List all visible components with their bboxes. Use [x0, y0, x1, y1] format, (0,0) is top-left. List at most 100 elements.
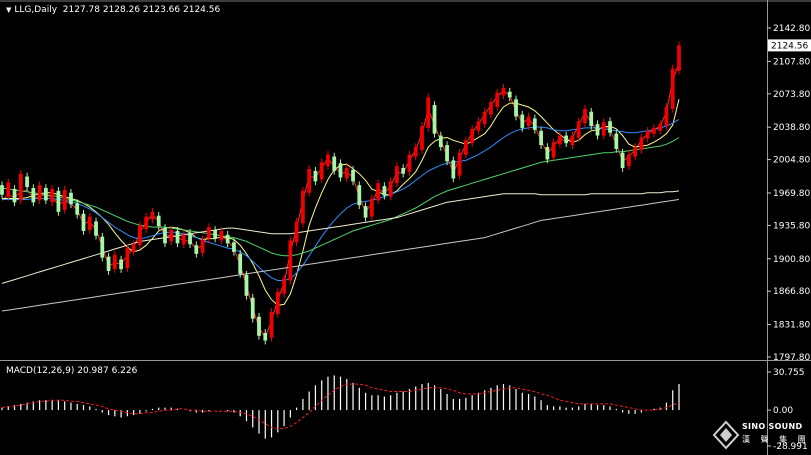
- macd-tick-label: 30.755: [773, 368, 805, 378]
- candle-bear: [213, 229, 218, 239]
- dropdown-arrow-icon[interactable]: ▼: [6, 6, 12, 14]
- price-tick-label: 1969.80: [773, 189, 810, 199]
- macd-tick-label: -28.991: [773, 442, 808, 452]
- candle-bear: [451, 160, 456, 179]
- candle-bull: [526, 116, 531, 127]
- candle-bear: [620, 152, 625, 168]
- candle-bull: [125, 248, 130, 269]
- candle-bear: [257, 316, 261, 336]
- price-tick-label: 2107.80: [773, 57, 810, 67]
- candle-bull: [388, 181, 393, 197]
- candle-bull: [413, 147, 418, 157]
- candle-bear: [238, 253, 243, 274]
- candle-bull: [307, 168, 312, 193]
- candle-bear: [106, 256, 111, 271]
- price-axis: 2142.80 2107.80 2073.80 2038.80 2004.80 1969.…: [767, 24, 811, 363]
- price-tick-label: 1866.80: [773, 287, 810, 297]
- candle-bear: [232, 242, 236, 252]
- candle-bear: [514, 99, 518, 117]
- price-tick-label: 1797.80: [773, 353, 810, 363]
- candle-bull: [482, 111, 487, 125]
- candle-bear: [432, 105, 437, 134]
- candle-bear: [313, 170, 318, 182]
- candle-bull: [457, 152, 462, 176]
- candle-bull: [288, 240, 293, 281]
- candle-bear: [401, 167, 406, 174]
- candle-bull: [558, 135, 562, 145]
- candle-bear: [608, 121, 612, 133]
- candle-bull: [664, 106, 669, 127]
- candle-bull: [344, 167, 349, 179]
- candle-bull: [639, 137, 644, 150]
- candle-bull: [62, 189, 67, 210]
- candle-bear: [225, 234, 230, 244]
- candles: [0, 41, 681, 345]
- candle-bear: [244, 274, 249, 296]
- candle-bear: [382, 186, 387, 196]
- macd-signal-line: [1, 383, 680, 430]
- candle-bear: [357, 185, 362, 206]
- candle-bear: [250, 297, 255, 319]
- candle-bear: [520, 114, 525, 128]
- price-tick-label: 2004.80: [773, 156, 810, 166]
- ohlc-values: 2127.78 2128.26 2123.66 2124.56: [62, 5, 221, 15]
- candle-bear: [156, 215, 161, 227]
- candle-bull: [570, 135, 575, 146]
- candle-bear: [614, 133, 619, 149]
- candle-bear: [263, 332, 268, 341]
- ma-gray-line: [1, 199, 680, 312]
- candle-bear: [332, 156, 337, 171]
- candle-bull: [463, 140, 468, 155]
- macd-pane: 30.755 0.00 -28.991: [1, 368, 808, 452]
- candle-bull: [219, 230, 224, 241]
- current-price-tag: [768, 39, 811, 52]
- candle-bull: [112, 254, 117, 270]
- watermark-brand-cn: 漢 聲 集 團: [742, 435, 810, 444]
- candle-bull: [476, 121, 481, 131]
- candle-bull: [18, 173, 23, 201]
- price-tick-label: 2142.80: [773, 24, 810, 34]
- candle-bear: [589, 111, 594, 127]
- symbol-header: ▼ LLG,Daily 2127.78 2128.26 2123.66 2124.…: [6, 5, 220, 15]
- candle-bull: [426, 97, 431, 128]
- candle-bull: [150, 211, 155, 220]
- candle-bull: [583, 108, 587, 124]
- candle-bull: [50, 188, 55, 203]
- macd-tick-label: 0.00: [773, 406, 793, 416]
- ma-blue-line: [2, 118, 680, 281]
- candle-bear: [194, 245, 199, 254]
- candle-bull: [37, 185, 42, 201]
- candle-bull: [652, 127, 656, 134]
- candle-bear: [532, 118, 537, 130]
- ma-green-line: [1, 137, 680, 257]
- candle-bear: [119, 259, 123, 270]
- candle-bull: [495, 92, 500, 107]
- candle-bull: [301, 190, 305, 224]
- candle-bear: [75, 203, 80, 215]
- candle-bear: [363, 206, 368, 218]
- candle-bull: [376, 183, 380, 201]
- candle-bear: [94, 221, 98, 236]
- candle-bear: [539, 130, 543, 146]
- candle-bear: [0, 185, 4, 195]
- candle-bull: [395, 166, 399, 184]
- sino-sound-logo-icon: [712, 420, 740, 450]
- candle-bull: [369, 198, 374, 217]
- macd-label: MACD(12,26,9) 20.987 6.226: [6, 366, 138, 376]
- candle-bull: [420, 126, 424, 150]
- candle-bull: [601, 122, 606, 136]
- candle-bear: [12, 188, 17, 203]
- candle-bull: [670, 68, 675, 109]
- candle-bull: [658, 124, 663, 131]
- candle-bull: [501, 87, 506, 96]
- candle-bull: [633, 147, 638, 157]
- candle-bull: [275, 291, 280, 314]
- candle-bull: [551, 142, 556, 158]
- candle-bull: [206, 227, 211, 239]
- price-tick-label: 1900.80: [773, 255, 810, 265]
- candle-bear: [438, 135, 443, 148]
- candle-bear: [338, 163, 343, 178]
- candle-bear: [69, 192, 73, 205]
- candle-bear: [595, 124, 600, 136]
